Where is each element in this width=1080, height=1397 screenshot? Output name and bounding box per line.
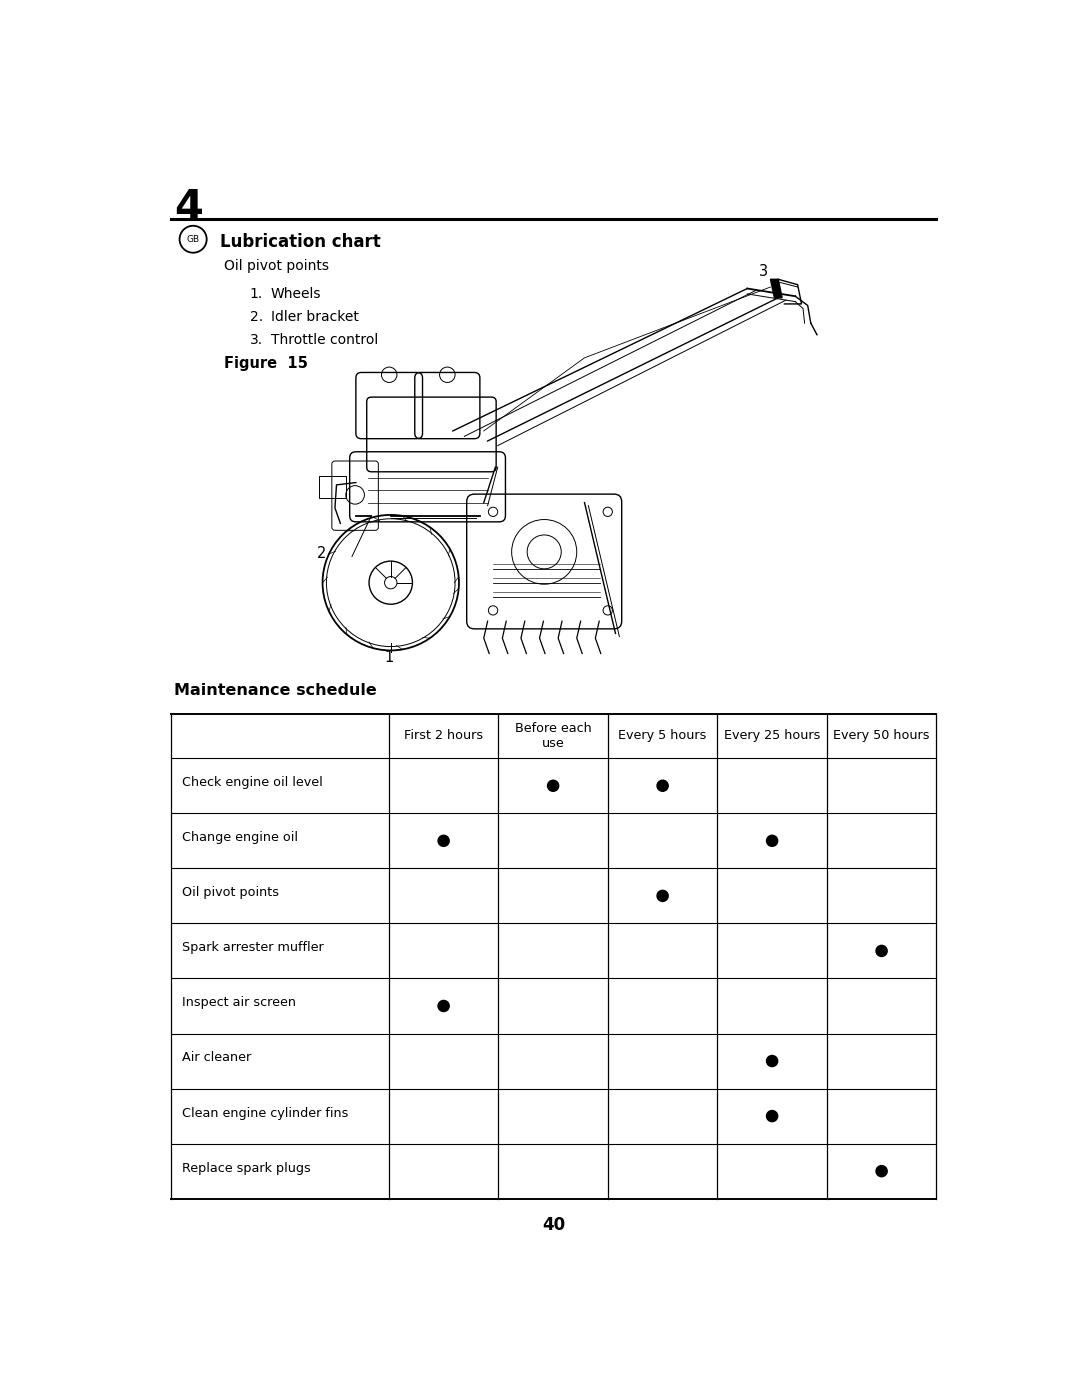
Text: Clean engine cylinder fins: Clean engine cylinder fins: [181, 1106, 348, 1119]
Circle shape: [657, 780, 669, 791]
Text: use: use: [542, 738, 565, 750]
Text: Idler bracket: Idler bracket: [271, 310, 359, 324]
Text: Every 50 hours: Every 50 hours: [834, 729, 930, 742]
Circle shape: [438, 1000, 449, 1011]
Text: Inspect air screen: Inspect air screen: [181, 996, 296, 1010]
Text: First 2 hours: First 2 hours: [404, 729, 483, 742]
Text: GB: GB: [187, 235, 200, 243]
Text: 4: 4: [174, 187, 203, 229]
Text: Air cleaner: Air cleaner: [181, 1052, 251, 1065]
Text: Replace spark plugs: Replace spark plugs: [181, 1161, 310, 1175]
Circle shape: [767, 1056, 778, 1066]
Circle shape: [767, 835, 778, 847]
Text: Lubrication chart: Lubrication chart: [220, 233, 381, 251]
Text: Throttle control: Throttle control: [271, 334, 378, 348]
Text: Every 5 hours: Every 5 hours: [619, 729, 706, 742]
Text: Figure  15: Figure 15: [225, 356, 308, 372]
Circle shape: [657, 890, 669, 901]
Text: 3.: 3.: [249, 334, 262, 348]
Text: 1.: 1.: [249, 286, 262, 300]
Text: Check engine oil level: Check engine oil level: [181, 777, 322, 789]
Polygon shape: [770, 279, 782, 298]
Circle shape: [548, 780, 558, 791]
Text: Before each: Before each: [515, 722, 592, 735]
Text: Maintenance schedule: Maintenance schedule: [174, 683, 377, 697]
Text: 40: 40: [542, 1217, 565, 1235]
Text: Every 25 hours: Every 25 hours: [724, 729, 821, 742]
Text: Oil pivot points: Oil pivot points: [225, 260, 329, 274]
Text: 2: 2: [318, 546, 326, 562]
Text: Oil pivot points: Oil pivot points: [181, 886, 279, 900]
Text: 2.: 2.: [249, 310, 262, 324]
Text: Wheels: Wheels: [271, 286, 321, 300]
Circle shape: [876, 946, 887, 957]
Circle shape: [438, 835, 449, 847]
Text: Change engine oil: Change engine oil: [181, 831, 297, 844]
Circle shape: [876, 1165, 887, 1176]
Text: Spark arrester muffler: Spark arrester muffler: [181, 942, 323, 954]
Text: 1: 1: [384, 651, 394, 665]
Circle shape: [767, 1111, 778, 1122]
Text: 3: 3: [759, 264, 768, 279]
